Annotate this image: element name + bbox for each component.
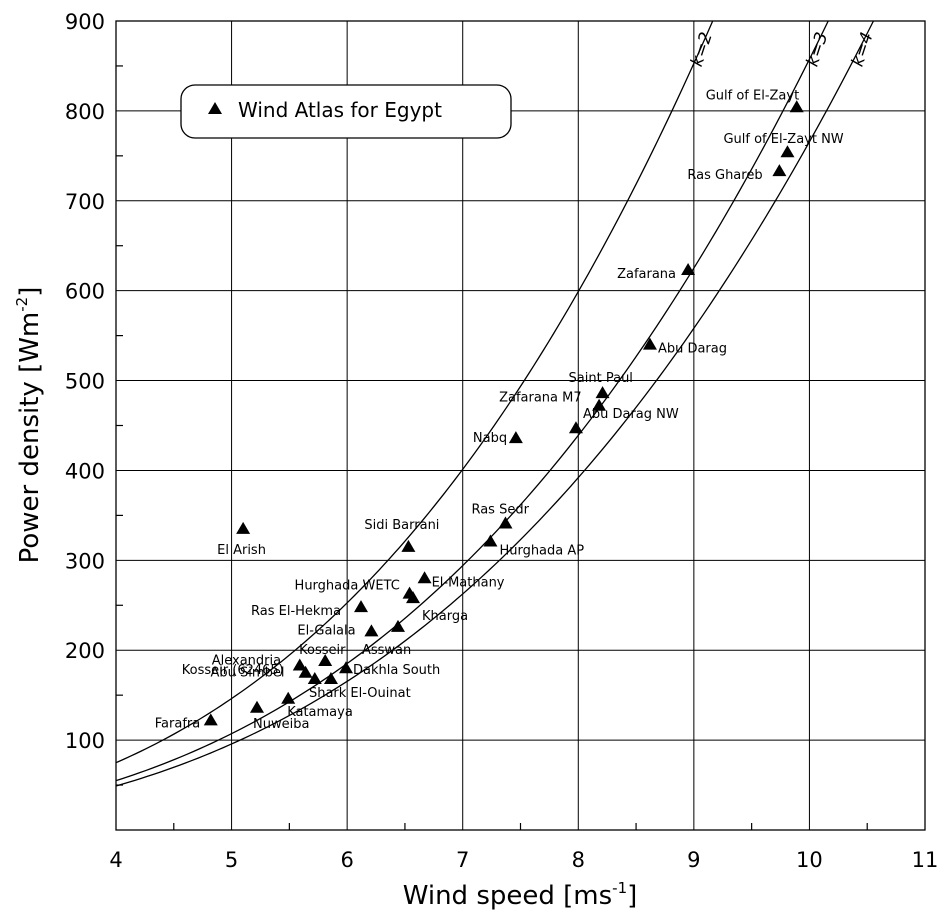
curve-label: k=3 xyxy=(803,30,833,69)
data-point-marker xyxy=(406,591,421,604)
data-point-marker xyxy=(780,145,795,158)
data-point-label: Zafarana xyxy=(617,267,676,282)
data-point-label: Katamaya xyxy=(287,705,353,720)
y-tick-label: 900 xyxy=(65,10,105,34)
data-point-marker xyxy=(483,534,498,547)
legend: Wind Atlas for Egypt xyxy=(180,84,512,139)
curve-label: k=4 xyxy=(848,30,878,69)
data-point-label: Kharga xyxy=(422,609,468,624)
tick-layer: 4 5 6 7 8 9 10 11 100 200 300 400 500 600 700 800 900 xyxy=(65,10,938,872)
data-point-marker xyxy=(681,262,696,275)
data-point-label: Sidi Barrani xyxy=(364,518,439,533)
data-point-marker xyxy=(364,624,379,637)
data-point-label: El-Galala xyxy=(297,623,355,638)
x-tick-label: 8 xyxy=(572,848,585,872)
data-point-label: Abu Darag xyxy=(658,342,727,357)
data-point-marker xyxy=(354,600,369,613)
data-point-marker xyxy=(417,571,432,584)
data-point-marker xyxy=(292,658,307,671)
legend-marker-icon xyxy=(208,102,222,114)
x-tick-label: 5 xyxy=(225,848,238,872)
grid-layer xyxy=(116,21,925,830)
y-tick-label: 700 xyxy=(65,190,105,214)
weibull-curve-k=2 xyxy=(115,20,714,764)
data-point-marker xyxy=(642,337,657,350)
data-point-marker xyxy=(318,654,333,667)
curve-label: k=2 xyxy=(687,30,717,69)
data-point-marker xyxy=(281,691,296,704)
data-point-label: Nuweiba xyxy=(253,717,309,732)
weibull-curve-k=3 xyxy=(115,20,829,782)
x-tick-label: 11 xyxy=(912,848,939,872)
data-point-label: Dakhla South xyxy=(353,663,440,678)
data-point-marker xyxy=(592,398,607,411)
data-point-marker xyxy=(508,431,523,444)
data-point-label: El-Mathany xyxy=(432,575,505,590)
data-point-label: Nabq xyxy=(473,431,507,446)
data-point-label: Ras Sedr xyxy=(471,502,529,517)
legend-box xyxy=(180,84,512,139)
data-point-label: Farafra xyxy=(155,716,200,731)
y-tick-label: 800 xyxy=(65,100,105,124)
point-layer: Farafra Nuweiba El Arish Katamaya Kosseir (6… xyxy=(155,88,844,731)
x-tick-label: 4 xyxy=(109,848,122,872)
data-point-label: Ras Ghareb xyxy=(687,168,762,183)
data-point-label: Hurghada WETC xyxy=(295,579,400,594)
y-tick-label: 600 xyxy=(65,280,105,304)
data-point-marker xyxy=(498,516,513,529)
data-point-marker xyxy=(203,713,218,726)
x-tick-label: 6 xyxy=(340,848,353,872)
data-point-label: Kosseir (62465) xyxy=(182,663,284,678)
x-tick-label: 7 xyxy=(456,848,469,872)
data-point-marker xyxy=(401,539,416,552)
data-point-marker xyxy=(307,671,322,684)
y-tick-label: 300 xyxy=(65,549,105,573)
data-point-marker xyxy=(390,619,405,632)
data-point-marker xyxy=(298,665,313,678)
data-point-marker xyxy=(323,671,338,684)
data-point-label: Asswan xyxy=(362,643,411,658)
data-point-label: El Arish xyxy=(217,543,266,558)
data-point-label: Kosseir xyxy=(299,643,346,658)
weibull-curve-k=4 xyxy=(115,20,875,787)
y-axis-label: Power density [Wm-2] xyxy=(13,287,45,564)
data-point-label: Zafarana M7 xyxy=(499,391,582,406)
y-tick-label: 200 xyxy=(65,639,105,663)
data-point-label: Saint Paul xyxy=(569,371,633,386)
data-point-label: Alexandria xyxy=(212,654,281,669)
data-point-label: Gulf of El-Zayt NW xyxy=(723,132,843,147)
y-tick-label: 500 xyxy=(65,370,105,394)
data-point-label: Gulf of El-Zayt xyxy=(706,88,799,103)
data-point-label: Shark El-Ouinat xyxy=(309,686,411,701)
legend-label: Wind Atlas for Egypt xyxy=(238,98,442,122)
data-point-label: Abu Simbel xyxy=(211,666,285,681)
data-point-marker xyxy=(249,700,264,713)
x-tick-label: 10 xyxy=(796,848,823,872)
data-point-marker xyxy=(595,386,610,399)
data-point-label: Abu Darag NW xyxy=(583,407,679,422)
x-axis-label: Wind speed [ms-1] xyxy=(403,879,638,911)
x-tick-label: 9 xyxy=(687,848,700,872)
data-point-marker xyxy=(772,164,787,177)
y-tick-label: 100 xyxy=(65,729,105,753)
y-tick-label: 400 xyxy=(65,459,105,483)
data-point-marker xyxy=(789,100,804,113)
data-point-marker xyxy=(236,521,251,534)
data-point-label: Ras El-Hekma xyxy=(251,604,341,619)
data-point-label: Hurghada AP xyxy=(499,543,584,558)
data-point-marker xyxy=(568,421,583,434)
data-point-marker xyxy=(338,661,353,674)
